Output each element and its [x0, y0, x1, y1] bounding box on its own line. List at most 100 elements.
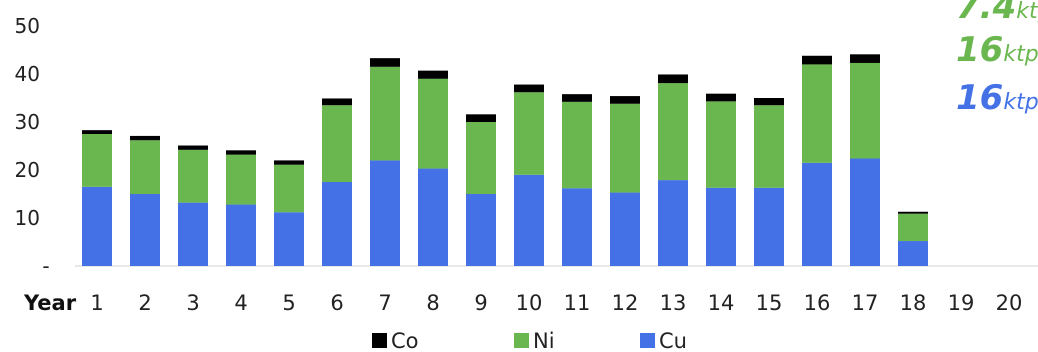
x-tick-label: 15: [756, 291, 783, 315]
callout-label: 16ktp: [956, 30, 1038, 70]
bar-segment-co: [370, 58, 400, 67]
x-tick-label: 4: [234, 291, 247, 315]
x-tick-label: 12: [612, 291, 639, 315]
legend-swatch: [640, 333, 655, 348]
legend-item-co: Co: [372, 329, 419, 352]
y-tick-label: 40: [15, 62, 40, 86]
x-tick-label: 16: [804, 291, 831, 315]
bar-segment-co: [562, 94, 592, 102]
y-tick-label: 30: [15, 110, 40, 134]
bar-segment-co: [466, 114, 496, 122]
bar-segment-ni: [82, 134, 112, 187]
bar-segment-ni: [418, 79, 448, 169]
bar-segment-co: [514, 85, 544, 93]
bar-segment-co: [274, 160, 304, 164]
bar-segment-cu: [658, 180, 688, 266]
callout-labels: 7.4ktp16ktp16ktp: [956, 0, 1038, 118]
bar-segment-co: [130, 136, 160, 140]
bar-segment-cu: [370, 160, 400, 266]
x-tick-label: 17: [852, 291, 879, 315]
x-tick-label: 7: [378, 291, 391, 315]
x-tick-label: 2: [138, 291, 151, 315]
bar-segment-cu: [226, 205, 256, 266]
legend-label: Co: [391, 329, 419, 352]
bar-segment-ni: [706, 101, 736, 187]
bar-segment-ni: [850, 63, 880, 159]
bar-segment-co: [610, 96, 640, 104]
legend-item-cu: Cu: [640, 329, 687, 352]
bar-segment-co: [178, 146, 208, 150]
bar-segment-cu: [130, 194, 160, 266]
callout-value: 16: [956, 30, 1003, 70]
bar-segment-ni: [802, 64, 832, 162]
x-tick-label: 19: [948, 291, 975, 315]
bar-segment-ni: [370, 67, 400, 161]
legend-label: Ni: [533, 329, 555, 352]
bar-segment-co: [706, 94, 736, 102]
legend: Co Ni Cu: [372, 329, 687, 352]
bar-segment-cu: [802, 163, 832, 266]
bar-segment-cu: [418, 169, 448, 266]
bar-segment-cu: [562, 188, 592, 266]
callout-label: 16ktp: [956, 78, 1038, 118]
bar-segment-ni: [514, 92, 544, 175]
x-tick-label: 3: [186, 291, 199, 315]
x-tick-label: 8: [426, 291, 439, 315]
bar-segment-ni: [274, 165, 304, 213]
bar-segment-co: [418, 71, 448, 79]
x-tick-label: 5: [282, 291, 295, 315]
bar-segment-co: [658, 74, 688, 83]
bar-segment-ni: [898, 214, 928, 241]
y-tick-label: -: [42, 254, 49, 278]
x-tick-label: 13: [660, 291, 687, 315]
bar-segment-ni: [658, 83, 688, 180]
bar-segment-co: [802, 56, 832, 65]
bar-segment-co: [850, 54, 880, 63]
bar-segment-cu: [706, 188, 736, 266]
y-tick-label: 10: [15, 206, 40, 230]
bar-segment-cu: [82, 187, 112, 266]
bar-segment-co: [226, 150, 256, 154]
bar-segment-ni: [610, 104, 640, 193]
y-tick-label: 20: [15, 158, 40, 182]
bar-segment-ni: [322, 105, 352, 182]
x-tick-label: 1: [90, 291, 103, 315]
bar-segment-ni: [130, 140, 160, 194]
callout-unit: ktp: [1003, 42, 1038, 67]
bar-segment-co: [754, 98, 784, 105]
x-tick-label: 14: [708, 291, 735, 315]
bar-segment-ni: [226, 155, 256, 205]
bar-segment-cu: [754, 188, 784, 266]
bar-segment-cu: [850, 158, 880, 266]
bars-layer: [82, 54, 928, 266]
x-tick-label: 18: [900, 291, 927, 315]
bar-segment-cu: [274, 212, 304, 266]
bar-segment-co: [82, 130, 112, 134]
bar-segment-cu: [322, 182, 352, 266]
x-tick-label: 11: [564, 291, 591, 315]
callout-value: 16: [956, 78, 1003, 118]
bar-segment-ni: [466, 122, 496, 194]
bar-segment-cu: [898, 241, 928, 266]
legend-label: Cu: [659, 329, 687, 352]
bar-segment-cu: [610, 193, 640, 266]
x-axis: Year 1 2 3 4 5 6 7 8 9 10 11 12 13 14 15 16 17 18 19 20: [23, 291, 1022, 315]
x-tick-label: 10: [516, 291, 543, 315]
bar-segment-ni: [562, 102, 592, 188]
callout-unit: ktp: [1016, 0, 1038, 24]
x-tick-label: 9: [474, 291, 487, 315]
legend-swatch: [514, 333, 529, 348]
callout-label: 7.4ktp: [956, 0, 1038, 27]
bar-segment-co: [322, 98, 352, 105]
legend-swatch: [372, 333, 387, 348]
bar-segment-ni: [754, 105, 784, 188]
x-tick-label: 6: [330, 291, 343, 315]
callout-value: 7.4: [956, 0, 1016, 27]
bar-segment-cu: [466, 194, 496, 266]
x-axis-title: Year: [23, 291, 77, 315]
legend-item-ni: Ni: [514, 329, 555, 352]
bar-segment-cu: [178, 203, 208, 266]
y-tick-label: 50: [15, 14, 40, 38]
bar-segment-co: [898, 212, 928, 214]
